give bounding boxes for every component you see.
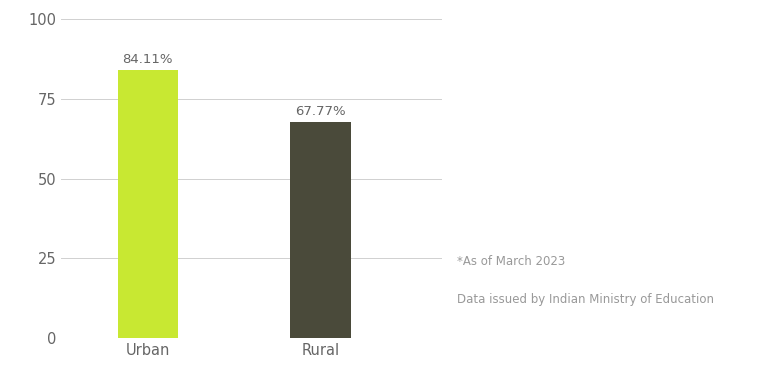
Text: 84.11%: 84.11%	[123, 53, 173, 66]
Text: *As of March 2023: *As of March 2023	[457, 255, 565, 268]
Bar	[118, 70, 178, 338]
Text: Data issued by Indian Ministry of Education: Data issued by Indian Ministry of Educat…	[457, 293, 714, 306]
Bar	[290, 122, 351, 338]
Text: 67.77%: 67.77%	[296, 105, 346, 118]
